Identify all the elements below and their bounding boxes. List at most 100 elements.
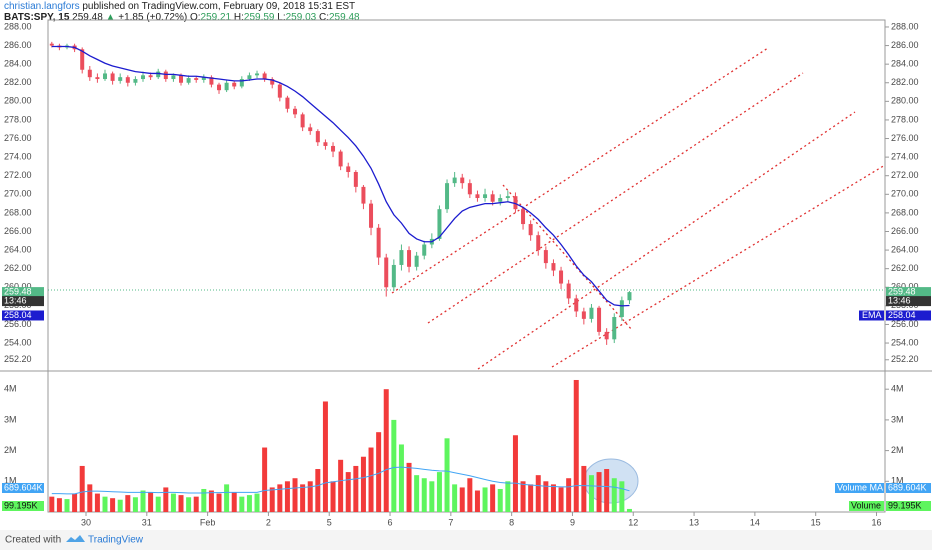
volume-bar [459,487,465,512]
y-tick-label: 2M [891,445,904,455]
candle-body [460,177,465,184]
c-label: C: [319,12,329,23]
candle-body [407,250,412,267]
candle-body [559,270,564,284]
candle-body [285,97,290,109]
footer-bar [0,530,932,550]
volume-bar [566,478,572,512]
ema-price-tag-box [2,310,44,321]
volume-bar [292,478,298,512]
candle-body [627,292,632,301]
y-tick-label: 4M [4,384,17,394]
x-tick-label: 15 [811,517,821,527]
countdown: 13:46 [888,295,911,305]
c: 259.48 [329,12,360,23]
candle-body [300,114,305,128]
volume-bar [497,488,503,512]
candle-body [361,186,366,204]
candle-body [581,311,586,319]
candle-body [483,194,488,199]
candle-body [528,224,533,236]
candle-body [247,75,252,80]
x-tick-label: 9 [570,517,575,527]
volume-bar [383,389,389,512]
y-tick-label: 4M [891,384,904,394]
volume-bar [558,487,564,512]
y-tick-label: 288.00 [891,21,919,31]
l-label: L: [277,12,285,23]
volume-bar [163,487,169,512]
y-tick-label: 268.00 [891,207,919,217]
ema-price-tag: 258.04 [4,310,32,320]
volume-bar [87,484,93,512]
volume-tag: 99.195K [4,500,38,510]
candle-body [437,209,442,239]
candle-body [612,317,617,340]
y-tick-label: 266.00 [891,226,919,236]
volume-bar [330,481,336,512]
x-tick-label: 16 [871,517,881,527]
volume-bar [391,419,397,512]
last-price-tag: 259.48 [4,286,32,296]
volume-bar [406,462,412,512]
candle-body [87,69,92,78]
h: 259.59 [244,12,275,23]
volume-bar [307,481,313,512]
volume-bar [72,493,78,512]
x-tick-label: 31 [142,517,152,527]
y-tick-label: 264.00 [891,244,919,254]
volume-bar [550,484,556,512]
volume-bar [452,484,458,512]
y-tick-label: 254.00 [891,337,919,347]
y-tick-label: 280.00 [4,96,32,106]
volume-bar [155,496,161,512]
y-tick-label: 272.00 [891,170,919,180]
countdown-box [886,296,931,307]
y-tick-label: 2M [4,445,17,455]
candle-body [308,127,313,132]
y-tick-label: 274.00 [4,151,32,161]
candle-body [133,79,138,83]
y-tick-label: 252.20 [4,354,32,364]
ema-price-tag: 258.04 [888,310,916,320]
volume-ma-tag: 689.604K [4,482,43,492]
footer-text: Created with [5,535,61,546]
volume-name-box [849,501,884,511]
volume-ma-tag: 689.604K [888,482,927,492]
candle-body [551,263,556,271]
candle-body [597,307,602,332]
candle-body [315,131,320,143]
ema-name: EMA [862,310,882,320]
volume-bar [170,493,176,512]
y-tick-label: 278.00 [891,114,919,124]
candle-body [543,250,548,264]
volume-bar [619,481,625,512]
y-tick-label: 276.00 [891,133,919,143]
y-tick-label: 284.00 [891,59,919,69]
change: +1.85 (+0.72%) [118,12,187,23]
y-tick-label: 252.20 [891,354,919,364]
volume-bar [376,432,382,512]
volume-bar [148,492,154,512]
volume-bar [528,484,534,512]
volume-bar [604,469,610,512]
last-price-tag-box [2,287,44,298]
candle-body [179,75,184,83]
volume-bar [353,465,359,512]
y-tick-label: 260.00 [891,282,919,292]
candle-body [148,75,153,78]
candle-body [95,77,100,80]
volume-bar [231,492,237,512]
volume-bar [125,495,131,512]
candle-body [414,255,419,267]
volume-bar [490,484,496,512]
candle-body [186,78,191,83]
candle-body [103,73,108,80]
author[interactable]: christian.langfors [4,1,80,12]
y-tick-label: 260.00 [4,282,32,292]
candle-body [498,198,503,202]
candle-body [331,145,336,152]
footer-brand[interactable]: TradingView [88,535,144,546]
volume-name: Volume [851,500,881,510]
